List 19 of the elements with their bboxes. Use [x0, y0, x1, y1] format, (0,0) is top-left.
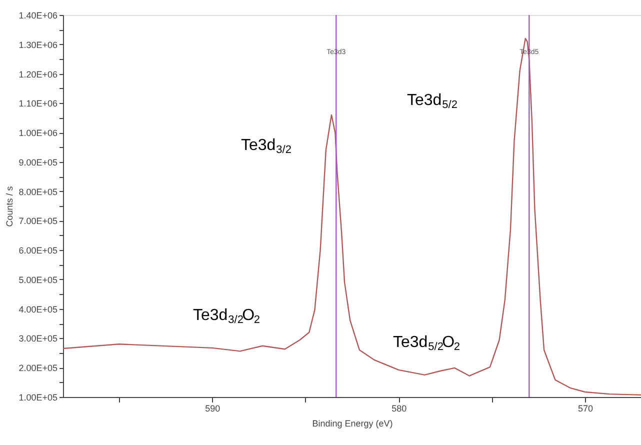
- y-tick-label: 3.00E+05: [18, 334, 58, 344]
- y-tick-label: 5.00E+05: [18, 274, 58, 285]
- y-tick-label: 9.00E+05: [18, 157, 58, 168]
- y-tick-label: 1.10E+06: [18, 98, 58, 109]
- x-tick-label: 590: [205, 404, 220, 414]
- y-tick-label: 1.40E+06: [18, 10, 58, 20]
- x-axis-title: Binding Energy (eV): [312, 418, 393, 428]
- y-tick-label: 2.00E+05: [18, 363, 58, 374]
- y-tick-label: 8.00E+05: [18, 186, 58, 197]
- y-tick-label: 1.00E+05: [18, 392, 58, 402]
- y-axis-title: Counts / s: [4, 186, 15, 227]
- x-tick-label: 580: [392, 404, 407, 414]
- y-tick-label: 7.00E+05: [18, 216, 58, 226]
- x-tick-label: 570: [578, 404, 594, 414]
- y-tick-label: 1.20E+06: [18, 69, 58, 80]
- y-tick-label: 6.00E+05: [18, 246, 58, 256]
- y-tick-label: 1.00E+06: [18, 128, 58, 138]
- y-tick-label: 4.00E+05: [18, 304, 58, 314]
- y-tick-label: 1.30E+06: [18, 40, 58, 50]
